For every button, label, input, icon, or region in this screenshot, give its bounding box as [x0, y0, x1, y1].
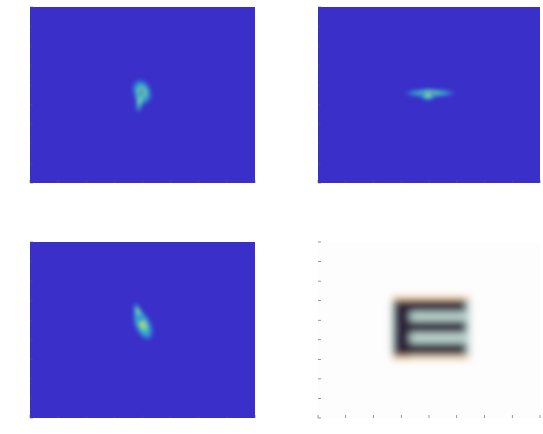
- letter-e: [392, 296, 470, 360]
- heatmap-panel: [30, 242, 255, 418]
- e-bar: [394, 300, 466, 312]
- image-panel: [318, 242, 540, 418]
- heatmap-panel: [30, 7, 255, 183]
- intensity-spot: [420, 89, 436, 101]
- figure: [0, 0, 543, 434]
- heatmap-panel: [318, 7, 540, 183]
- e-bar: [394, 321, 466, 333]
- e-bar: [394, 343, 466, 355]
